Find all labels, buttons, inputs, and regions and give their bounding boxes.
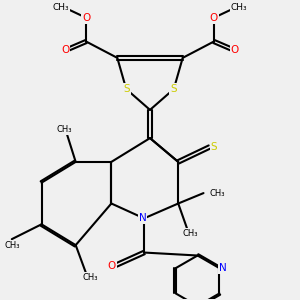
Text: CH₃: CH₃ — [52, 3, 69, 12]
Text: S: S — [211, 142, 217, 152]
Text: S: S — [170, 84, 177, 94]
Text: CH₃: CH₃ — [182, 229, 198, 238]
Text: N: N — [219, 263, 227, 273]
Text: O: O — [107, 261, 116, 271]
Text: CH₃: CH₃ — [83, 273, 98, 282]
Text: CH₃: CH₃ — [231, 3, 247, 12]
Text: O: O — [82, 13, 90, 23]
Text: O: O — [61, 45, 69, 56]
Text: O: O — [231, 45, 239, 56]
Text: CH₃: CH₃ — [56, 125, 72, 134]
Text: CH₃: CH₃ — [209, 189, 225, 198]
Text: CH₃: CH₃ — [4, 241, 20, 250]
Text: O: O — [210, 13, 218, 23]
Text: S: S — [123, 84, 130, 94]
Text: N: N — [139, 213, 146, 224]
